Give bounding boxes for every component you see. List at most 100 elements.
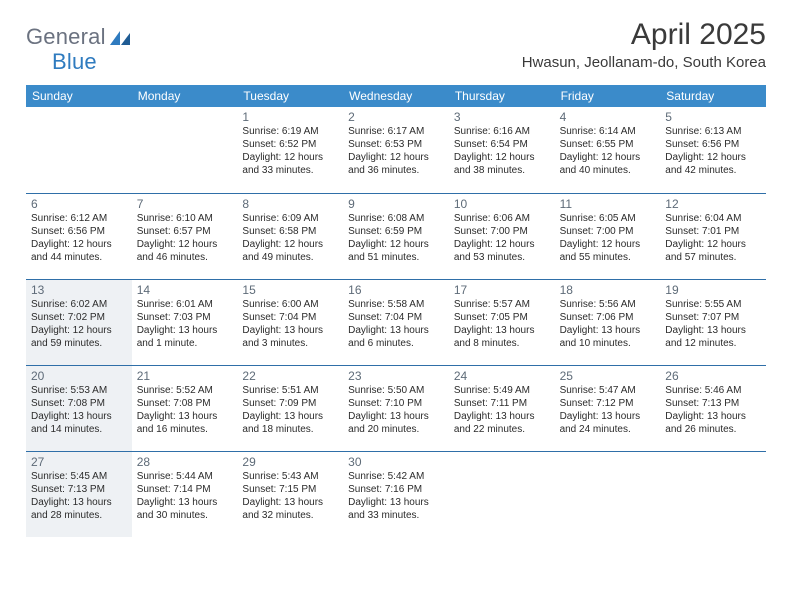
sunrise-text: Sunrise: 6:01 AM	[137, 299, 233, 312]
day-cell: 12Sunrise: 6:04 AMSunset: 7:01 PMDayligh…	[660, 194, 766, 279]
daylight-text: Daylight: 13 hours	[348, 325, 444, 338]
week-row: 27Sunrise: 5:45 AMSunset: 7:13 PMDayligh…	[26, 451, 766, 537]
sunset-text: Sunset: 6:56 PM	[31, 226, 127, 239]
sunset-text: Sunset: 7:10 PM	[348, 398, 444, 411]
daylight-text: and 22 minutes.	[454, 424, 550, 437]
day-header: Tuesday	[237, 85, 343, 107]
day-cell: 20Sunrise: 5:53 AMSunset: 7:08 PMDayligh…	[26, 366, 132, 451]
daylight-text: and 24 minutes.	[560, 424, 656, 437]
sunrise-text: Sunrise: 5:50 AM	[348, 385, 444, 398]
day-number: 11	[560, 197, 656, 212]
day-cell: 27Sunrise: 5:45 AMSunset: 7:13 PMDayligh…	[26, 452, 132, 537]
day-number: 20	[31, 369, 127, 384]
daylight-text: Daylight: 13 hours	[137, 325, 233, 338]
daylight-text: and 26 minutes.	[665, 424, 761, 437]
sunrise-text: Sunrise: 5:43 AM	[242, 471, 338, 484]
daylight-text: Daylight: 12 hours	[137, 239, 233, 252]
sunset-text: Sunset: 7:02 PM	[31, 312, 127, 325]
day-number: 4	[560, 110, 656, 125]
daylight-text: Daylight: 12 hours	[348, 239, 444, 252]
daylight-text: Daylight: 12 hours	[242, 239, 338, 252]
day-number: 28	[137, 455, 233, 470]
day-cell	[660, 452, 766, 537]
calendar: Sunday Monday Tuesday Wednesday Thursday…	[26, 85, 766, 537]
daylight-text: and 33 minutes.	[242, 165, 338, 178]
sunrise-text: Sunrise: 6:17 AM	[348, 126, 444, 139]
sunset-text: Sunset: 7:14 PM	[137, 484, 233, 497]
daylight-text: Daylight: 12 hours	[242, 152, 338, 165]
daylight-text: Daylight: 13 hours	[31, 497, 127, 510]
day-cell: 21Sunrise: 5:52 AMSunset: 7:08 PMDayligh…	[132, 366, 238, 451]
day-header: Friday	[555, 85, 661, 107]
daylight-text: and 59 minutes.	[31, 338, 127, 351]
day-number: 13	[31, 283, 127, 298]
day-cell: 29Sunrise: 5:43 AMSunset: 7:15 PMDayligh…	[237, 452, 343, 537]
sunset-text: Sunset: 6:56 PM	[665, 139, 761, 152]
day-cell: 9Sunrise: 6:08 AMSunset: 6:59 PMDaylight…	[343, 194, 449, 279]
sunset-text: Sunset: 7:08 PM	[31, 398, 127, 411]
sunrise-text: Sunrise: 6:05 AM	[560, 213, 656, 226]
day-number: 18	[560, 283, 656, 298]
daylight-text: Daylight: 12 hours	[560, 152, 656, 165]
day-number: 8	[242, 197, 338, 212]
sunrise-text: Sunrise: 6:14 AM	[560, 126, 656, 139]
daylight-text: Daylight: 13 hours	[560, 325, 656, 338]
weeks-container: 1Sunrise: 6:19 AMSunset: 6:52 PMDaylight…	[26, 107, 766, 537]
sunrise-text: Sunrise: 6:12 AM	[31, 213, 127, 226]
sunrise-text: Sunrise: 6:10 AM	[137, 213, 233, 226]
daylight-text: and 3 minutes.	[242, 338, 338, 351]
daylight-text: and 16 minutes.	[137, 424, 233, 437]
sunset-text: Sunset: 6:57 PM	[137, 226, 233, 239]
sunset-text: Sunset: 7:03 PM	[137, 312, 233, 325]
day-cell: 7Sunrise: 6:10 AMSunset: 6:57 PMDaylight…	[132, 194, 238, 279]
day-header: Thursday	[449, 85, 555, 107]
daylight-text: and 14 minutes.	[31, 424, 127, 437]
day-number: 19	[665, 283, 761, 298]
sunrise-text: Sunrise: 6:00 AM	[242, 299, 338, 312]
day-number: 9	[348, 197, 444, 212]
day-cell: 16Sunrise: 5:58 AMSunset: 7:04 PMDayligh…	[343, 280, 449, 365]
day-cell: 23Sunrise: 5:50 AMSunset: 7:10 PMDayligh…	[343, 366, 449, 451]
sunrise-text: Sunrise: 6:19 AM	[242, 126, 338, 139]
sunset-text: Sunset: 7:04 PM	[348, 312, 444, 325]
day-cell: 30Sunrise: 5:42 AMSunset: 7:16 PMDayligh…	[343, 452, 449, 537]
day-cell: 6Sunrise: 6:12 AMSunset: 6:56 PMDaylight…	[26, 194, 132, 279]
brand-name-gray: General	[26, 24, 106, 50]
sunrise-text: Sunrise: 6:06 AM	[454, 213, 550, 226]
daylight-text: and 40 minutes.	[560, 165, 656, 178]
day-cell: 5Sunrise: 6:13 AMSunset: 6:56 PMDaylight…	[660, 107, 766, 193]
daylight-text: Daylight: 12 hours	[31, 325, 127, 338]
sunset-text: Sunset: 6:54 PM	[454, 139, 550, 152]
sunset-text: Sunset: 7:08 PM	[137, 398, 233, 411]
sunset-text: Sunset: 7:13 PM	[665, 398, 761, 411]
sunset-text: Sunset: 6:53 PM	[348, 139, 444, 152]
day-cell: 26Sunrise: 5:46 AMSunset: 7:13 PMDayligh…	[660, 366, 766, 451]
sunrise-text: Sunrise: 6:16 AM	[454, 126, 550, 139]
daylight-text: Daylight: 12 hours	[665, 152, 761, 165]
week-row: 20Sunrise: 5:53 AMSunset: 7:08 PMDayligh…	[26, 365, 766, 451]
daylight-text: Daylight: 13 hours	[454, 411, 550, 424]
daylight-text: Daylight: 12 hours	[454, 239, 550, 252]
sunset-text: Sunset: 7:09 PM	[242, 398, 338, 411]
daylight-text: and 6 minutes.	[348, 338, 444, 351]
daylight-text: Daylight: 12 hours	[560, 239, 656, 252]
day-number: 15	[242, 283, 338, 298]
daylight-text: Daylight: 12 hours	[454, 152, 550, 165]
sunset-text: Sunset: 7:13 PM	[31, 484, 127, 497]
daylight-text: and 8 minutes.	[454, 338, 550, 351]
daylight-text: and 36 minutes.	[348, 165, 444, 178]
sunrise-text: Sunrise: 6:04 AM	[665, 213, 761, 226]
page: General April 2025 Hwasun, Jeollanam-do,…	[0, 0, 792, 612]
brand-name-blue: Blue	[52, 49, 97, 75]
day-header: Sunday	[26, 85, 132, 107]
day-number: 30	[348, 455, 444, 470]
sunset-text: Sunset: 7:00 PM	[560, 226, 656, 239]
sunrise-text: Sunrise: 5:42 AM	[348, 471, 444, 484]
title-block: April 2025 Hwasun, Jeollanam-do, South K…	[522, 18, 766, 71]
sail-icon	[110, 31, 132, 45]
daylight-text: Daylight: 13 hours	[242, 325, 338, 338]
sunset-text: Sunset: 7:16 PM	[348, 484, 444, 497]
day-number: 25	[560, 369, 656, 384]
daylight-text: and 10 minutes.	[560, 338, 656, 351]
day-number: 16	[348, 283, 444, 298]
